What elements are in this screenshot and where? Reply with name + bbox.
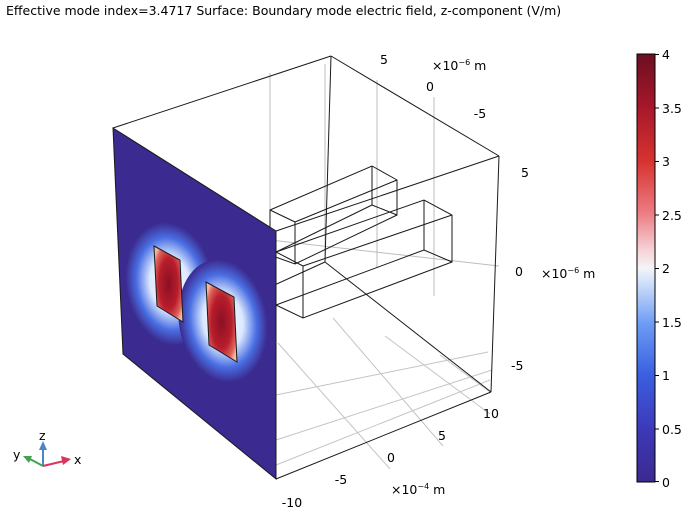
colorbar-tick-2: 2 [662,261,670,276]
core-outlines [153,245,238,363]
top-tick-5: 5 [380,52,388,67]
colorbar-tick-0: 0 [662,475,670,490]
colorbar-tick-0.5: 0.5 [662,422,682,437]
colorbar-tick-marks [655,54,659,482]
colorbar-tick-2.5: 2.5 [662,208,682,223]
waveguide-bars [269,165,453,319]
back-wall-gridlines [269,64,500,296]
right-tick-5: 5 [521,165,529,180]
colorbar-tick-1.5: 1.5 [662,315,682,330]
plot-title: Effective mode index=3.4717 Surface: Bou… [6,3,562,18]
top-tick-minus5: -5 [474,106,486,121]
top-tick-0: 0 [426,79,434,94]
colorbar-tick-3: 3 [662,154,670,169]
bottom-tick-0: 0 [387,450,395,465]
mode-field-surface [113,128,276,479]
bottom-tick-5: 5 [438,428,446,443]
bottom-tick-minus10: -10 [282,495,302,509]
colorbar-tick-3.5: 3.5 [662,101,682,116]
bottom-tick-10: 10 [483,406,499,421]
floor-gridlines [275,317,493,470]
colorbar-gradient [636,53,656,483]
colorbar-tick-4: 4 [662,47,670,62]
right-tick-0: 0 [515,264,523,279]
triad-label-x: x [74,452,81,467]
bottom-axis-scale: ×10−4 m [391,482,445,497]
colorbar: 4 3.5 3 2.5 2 1.5 1 0.5 0 [636,47,682,490]
right-axis-scale: ×10−6 m [541,266,595,281]
axis-orientation-triad: z x y [13,428,81,467]
right-tick-minus5: -5 [511,358,523,373]
front-face-outline [112,127,277,481]
top-axis-scale: ×10−6 m [432,58,486,73]
bottom-tick-minus5: -5 [335,472,347,487]
bounding-box [112,55,500,480]
colorbar-tick-1: 1 [662,368,670,383]
triad-label-y: y [13,447,21,462]
triad-label-z: z [39,428,46,443]
